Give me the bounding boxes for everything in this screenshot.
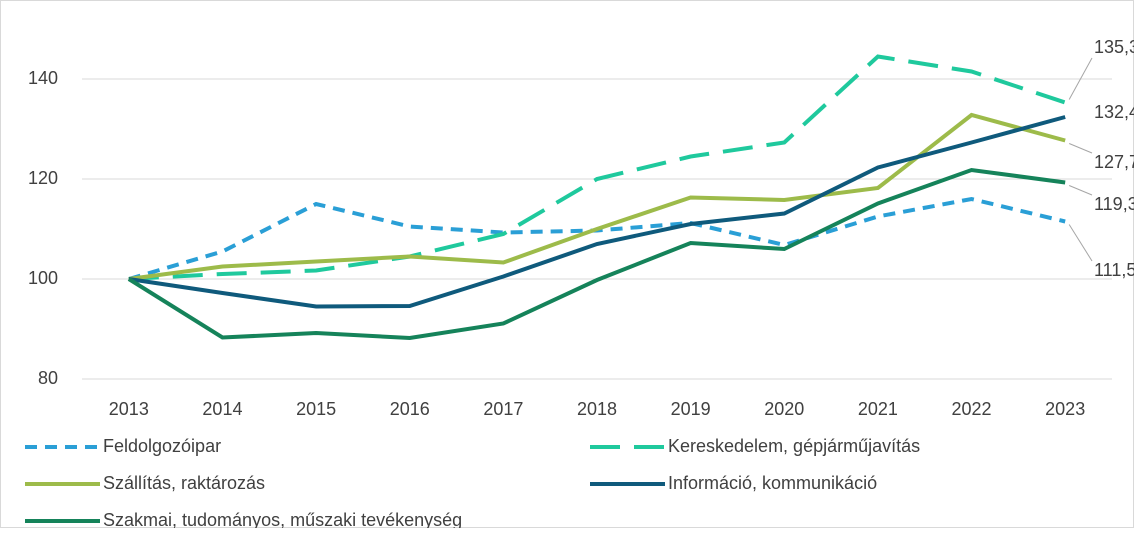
data-label: 119,3: [1094, 194, 1134, 214]
x-tick-label: 2022: [952, 399, 992, 419]
leader-line: [1068, 185, 1093, 196]
leader-line: [1068, 143, 1093, 154]
x-tick-label: 2019: [671, 399, 711, 419]
series-line: [127, 167, 1066, 341]
legend-label: Szakmai, tudományos, műszaki tevékenység: [103, 510, 462, 528]
x-tick-label: 2015: [296, 399, 336, 419]
series-line: [128, 54, 1066, 281]
series-line: [128, 112, 1066, 281]
legend-label: Kereskedelem, gépjárműjavítás: [668, 436, 920, 456]
data-label: 132,4: [1094, 102, 1134, 122]
y-tick-label: 80: [38, 368, 58, 388]
x-tick-label: 2020: [764, 399, 804, 419]
x-tick-label: 2013: [109, 399, 149, 419]
legend-label: Feldolgozóipar: [103, 436, 221, 456]
x-tick-label: 2021: [858, 399, 898, 419]
legend-label: Szállítás, raktározás: [103, 473, 265, 493]
x-tick-label: 2023: [1045, 399, 1085, 419]
x-tick-label: 2017: [483, 399, 523, 419]
data-label: 111,5: [1094, 260, 1134, 280]
y-tick-label: 100: [28, 268, 58, 288]
series-line: [128, 115, 1066, 309]
leader-line: [1068, 57, 1093, 100]
data-label: 127,7: [1094, 152, 1134, 172]
data-label: 135,3: [1094, 37, 1134, 57]
x-tick-label: 2016: [390, 399, 430, 419]
x-tick-label: 2014: [202, 399, 242, 419]
y-tick-label: 140: [28, 68, 58, 88]
x-tick-label: 2018: [577, 399, 617, 419]
y-tick-label: 120: [28, 168, 58, 188]
leader-line: [1068, 224, 1093, 262]
legend-label: Információ, kommunikáció: [668, 473, 877, 493]
